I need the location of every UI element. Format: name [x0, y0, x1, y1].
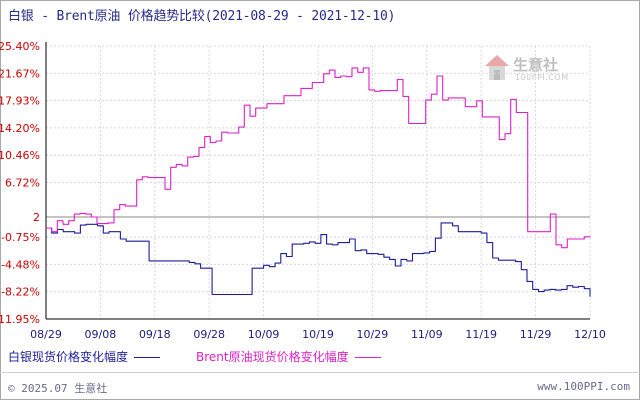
- chart-svg: 25.40% 21.67% 17.93% 14.20% 10.46% 6.72% 2 -0.7…: [0, 40, 606, 340]
- y-tick-labels: 25.40% 21.67% 17.93% 14.20% 10.46% 6.72% 2 -0.7…: [0, 40, 40, 326]
- y-tick-label: 10.46%: [0, 149, 40, 162]
- y-tick-label: 21.67%: [0, 67, 40, 80]
- y-tick-label: 14.20%: [0, 122, 40, 135]
- y-tick-label: 6.72%: [5, 177, 40, 190]
- footer-divider: [0, 372, 638, 373]
- x-tick-label: 10/09: [248, 328, 280, 340]
- legend-silver-label: 白银现货价格变化幅度: [8, 350, 129, 364]
- y-tick-label: 17.93%: [0, 95, 40, 108]
- grid-layer: [45, 45, 591, 320]
- x-tick-label: 10/29: [357, 328, 389, 340]
- footer-copyright: © 2025.07 生意社: [8, 382, 108, 395]
- x-tick-label: 11/19: [465, 328, 497, 340]
- x-tick-label: 08/29: [30, 328, 62, 340]
- legend-silver: 白银现货价格变化幅度: [8, 348, 161, 365]
- legend-brent-label: Brent原油现货价格变化幅度: [196, 350, 349, 364]
- x-tick-label: 12/10: [574, 328, 606, 340]
- series-layer: [46, 67, 591, 297]
- legend-brent: Brent原油现货价格变化幅度: [196, 348, 381, 365]
- y-tick-label: -0.75%: [1, 231, 40, 244]
- legend-silver-line: [134, 357, 161, 358]
- y-tick-label: 2: [33, 211, 40, 224]
- footer-site-link[interactable]: www.100PPI.com: [537, 380, 630, 393]
- axis-layer: [45, 42, 590, 320]
- house-logo-icon: [485, 55, 509, 80]
- x-tick-label: 11/09: [411, 328, 443, 340]
- chart-title: 白银 - Brent原油 价格趋势比较(2021-08-29 - 2021-12…: [8, 9, 396, 24]
- y-tick-label: -11.95%: [0, 313, 40, 326]
- x-tick-labels: 08/29 09/08 09/18 09/28 10/09 10/19 10/29 11/09…: [30, 328, 606, 340]
- y-tick-label: -8.22%: [1, 286, 40, 299]
- x-tick-label: 09/28: [193, 328, 225, 340]
- x-tick-label: 11/29: [520, 328, 552, 340]
- x-tick-label: 10/19: [302, 328, 334, 340]
- y-tick-label: -4.48%: [1, 258, 40, 271]
- silver-series-line: [46, 222, 591, 297]
- watermark-brand: 生意社: [513, 56, 559, 74]
- brent-series-line: [46, 67, 591, 249]
- watermark-logo: 生意社 100PPI.COM: [483, 52, 583, 88]
- x-tick-label: 09/18: [139, 328, 171, 340]
- watermark-url: 100PPI.COM: [515, 73, 569, 82]
- y-tick-label: 25.40%: [0, 40, 40, 53]
- x-tick-label: 09/08: [85, 328, 117, 340]
- legend-brent-line: [354, 357, 381, 358]
